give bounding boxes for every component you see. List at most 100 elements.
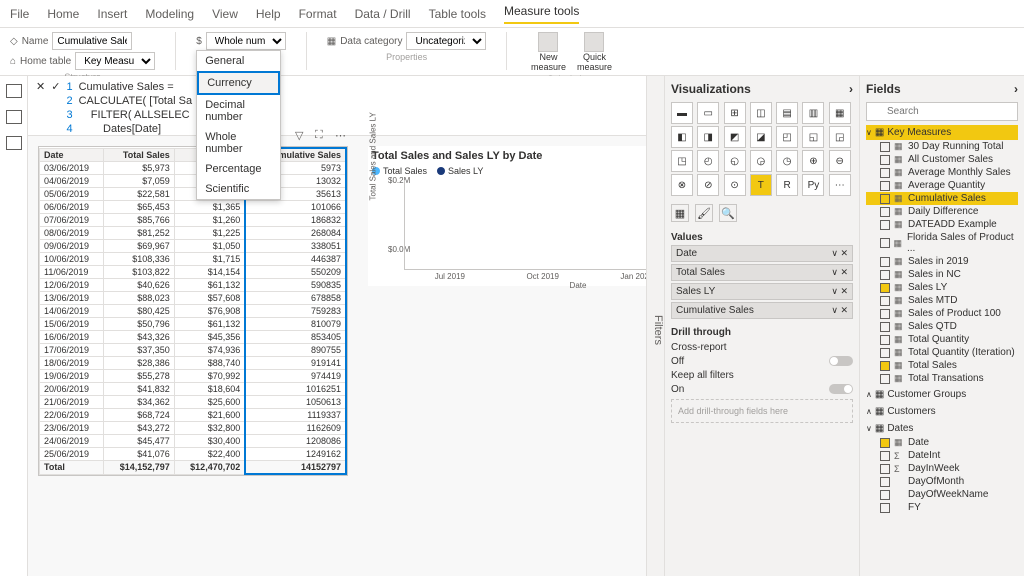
field-item[interactable]: ▦Sales in 2019	[866, 255, 1018, 268]
viz-type-icon[interactable]: ▬	[671, 102, 693, 124]
table-row[interactable]: 16/06/2019$43,326$45,356853405	[40, 331, 347, 344]
format-option-whole-number[interactable]: Whole number	[197, 127, 280, 159]
table-row[interactable]: 04/06/2019$7,059$1,47013032	[40, 175, 347, 188]
remove-field-icon[interactable]: ∨ ✕	[831, 305, 848, 316]
table-row[interactable]: 03/06/2019$5,973$8755973	[40, 162, 347, 175]
field-table-header[interactable]: ∧▦Customers	[866, 404, 1018, 419]
formula-bar[interactable]: ✕ ✓ 1Cumulative Sales =2CALCULATE( [Tota…	[28, 76, 646, 136]
report-canvas[interactable]: ▽ ⛶ ⋯ DateTotal SalesSales LYCumulative …	[28, 136, 646, 576]
field-item[interactable]: ▦Daily Difference	[866, 205, 1018, 218]
commit-formula-icon[interactable]: ✓	[51, 80, 60, 93]
model-view-icon[interactable]	[6, 136, 22, 150]
field-checkbox[interactable]	[880, 464, 890, 474]
table-header[interactable]: Date	[40, 148, 104, 162]
drill-fields-drop[interactable]: Add drill-through fields here	[671, 399, 853, 423]
format-option-decimal-number[interactable]: Decimal number	[197, 95, 280, 127]
measure-name-input[interactable]	[52, 32, 132, 50]
format-select[interactable]: Whole number	[206, 32, 286, 50]
field-item[interactable]: ▦Date	[866, 436, 1018, 449]
quick-measure-button[interactable]: Quick measure	[573, 32, 615, 72]
field-checkbox[interactable]	[880, 361, 890, 371]
field-checkbox[interactable]	[880, 207, 890, 217]
viz-type-icon[interactable]: ⊙	[724, 174, 746, 196]
filters-pane-collapsed[interactable]: Filters	[646, 76, 664, 576]
data-view-icon[interactable]	[6, 110, 22, 124]
viz-type-icon[interactable]: ⊗	[671, 174, 693, 196]
viz-type-icon[interactable]: ⊕	[802, 150, 824, 172]
new-measure-button[interactable]: New measure	[527, 32, 569, 72]
remove-field-icon[interactable]: ∨ ✕	[831, 248, 848, 259]
format-option-percentage[interactable]: Percentage	[197, 159, 280, 179]
field-item[interactable]: ▦30 Day Running Total	[866, 140, 1018, 153]
field-checkbox[interactable]	[880, 270, 890, 280]
field-item[interactable]: ΣDayInWeek	[866, 462, 1018, 475]
field-well-item[interactable]: Date∨ ✕	[671, 245, 853, 262]
field-checkbox[interactable]	[880, 220, 890, 230]
table-row[interactable]: 21/06/2019$34,362$25,6001050613	[40, 396, 347, 409]
field-checkbox[interactable]	[880, 503, 890, 513]
home-table-select[interactable]: Key Measures	[75, 52, 155, 70]
field-item[interactable]: ▦Florida Sales of Product ...	[866, 231, 1018, 255]
format-tab-icon[interactable]: 🖌	[695, 204, 713, 222]
fields-search-input[interactable]	[866, 102, 1018, 121]
table-row[interactable]: 08/06/2019$81,252$1,225268084	[40, 227, 347, 240]
viz-type-icon[interactable]: ▭	[697, 102, 719, 124]
fields-tab-icon[interactable]: ▦	[671, 204, 689, 222]
menu-item-home[interactable]: Home	[47, 7, 79, 21]
viz-type-icon[interactable]: ◩	[724, 126, 746, 148]
table-row[interactable]: 20/06/2019$41,832$18,6041016251	[40, 383, 347, 396]
menu-item-table-tools[interactable]: Table tools	[429, 7, 486, 21]
field-item[interactable]: ▦Sales LY	[866, 281, 1018, 294]
table-row[interactable]: 24/06/2019$45,477$30,4001208086	[40, 435, 347, 448]
viz-type-icon[interactable]: ◵	[724, 150, 746, 172]
table-row[interactable]: 18/06/2019$28,386$88,740919141	[40, 357, 347, 370]
field-item[interactable]: ▦Total Quantity	[866, 333, 1018, 346]
viz-type-icon[interactable]: ⊞	[724, 102, 746, 124]
viz-type-icon[interactable]: ◴	[697, 150, 719, 172]
field-item[interactable]: DayOfWeekName	[866, 488, 1018, 501]
field-well-item[interactable]: Cumulative Sales∨ ✕	[671, 302, 853, 319]
viz-type-icon[interactable]: ◱	[802, 126, 824, 148]
filter-icon[interactable]: ▽	[295, 129, 307, 141]
field-item[interactable]: ΣDateInt	[866, 449, 1018, 462]
field-checkbox[interactable]	[880, 451, 890, 461]
format-option-scientific[interactable]: Scientific	[197, 179, 280, 199]
viz-type-icon[interactable]: ◨	[697, 126, 719, 148]
table-row[interactable]: 23/06/2019$43,272$32,8001162609	[40, 422, 347, 435]
format-option-currency[interactable]: Currency	[197, 71, 280, 95]
table-visual[interactable]: ▽ ⛶ ⋯ DateTotal SalesSales LYCumulative …	[38, 146, 348, 476]
menu-item-insert[interactable]: Insert	[97, 7, 127, 21]
table-row[interactable]: 25/06/2019$41,076$22,4001249162	[40, 448, 347, 461]
collapse-icon[interactable]: ›	[1014, 82, 1018, 96]
table-row[interactable]: 10/06/2019$108,336$1,715446387	[40, 253, 347, 266]
keep-filters-toggle[interactable]	[829, 384, 853, 394]
field-item[interactable]: ▦Total Transations	[866, 372, 1018, 385]
menu-item-data---drill[interactable]: Data / Drill	[355, 7, 411, 21]
viz-type-icon[interactable]: ◶	[750, 150, 772, 172]
field-table-header[interactable]: ∨▦Dates	[866, 421, 1018, 436]
menu-item-help[interactable]: Help	[256, 7, 281, 21]
field-item[interactable]: ▦Sales QTD	[866, 320, 1018, 333]
menu-item-modeling[interactable]: Modeling	[145, 7, 194, 21]
field-checkbox[interactable]	[880, 322, 890, 332]
viz-type-icon[interactable]: ◫	[750, 102, 772, 124]
field-checkbox[interactable]	[880, 142, 890, 152]
data-category-select[interactable]: Uncategorized	[406, 32, 486, 50]
field-checkbox[interactable]	[880, 194, 890, 204]
field-item[interactable]: ▦All Customer Sales	[866, 153, 1018, 166]
viz-type-icon[interactable]: ⊖	[829, 150, 851, 172]
field-item[interactable]: ▦Average Monthly Sales	[866, 166, 1018, 179]
legend-item[interactable]: Sales LY	[437, 166, 483, 176]
chart-visual[interactable]: Total Sales and Sales LY by Date Total S…	[368, 146, 646, 286]
remove-field-icon[interactable]: ∨ ✕	[831, 267, 848, 278]
field-checkbox[interactable]	[880, 238, 890, 248]
field-item[interactable]: ▦DATEADD Example	[866, 218, 1018, 231]
cancel-formula-icon[interactable]: ✕	[36, 80, 45, 93]
field-checkbox[interactable]	[880, 257, 890, 267]
focus-icon[interactable]: ⛶	[315, 129, 327, 141]
field-checkbox[interactable]	[880, 181, 890, 191]
table-row[interactable]: 13/06/2019$88,023$57,608678858	[40, 292, 347, 305]
field-item[interactable]: ▦Cumulative Sales	[866, 192, 1018, 205]
table-row[interactable]: 05/06/2019$22,581$1,05035613	[40, 188, 347, 201]
viz-type-icon[interactable]: ◧	[671, 126, 693, 148]
